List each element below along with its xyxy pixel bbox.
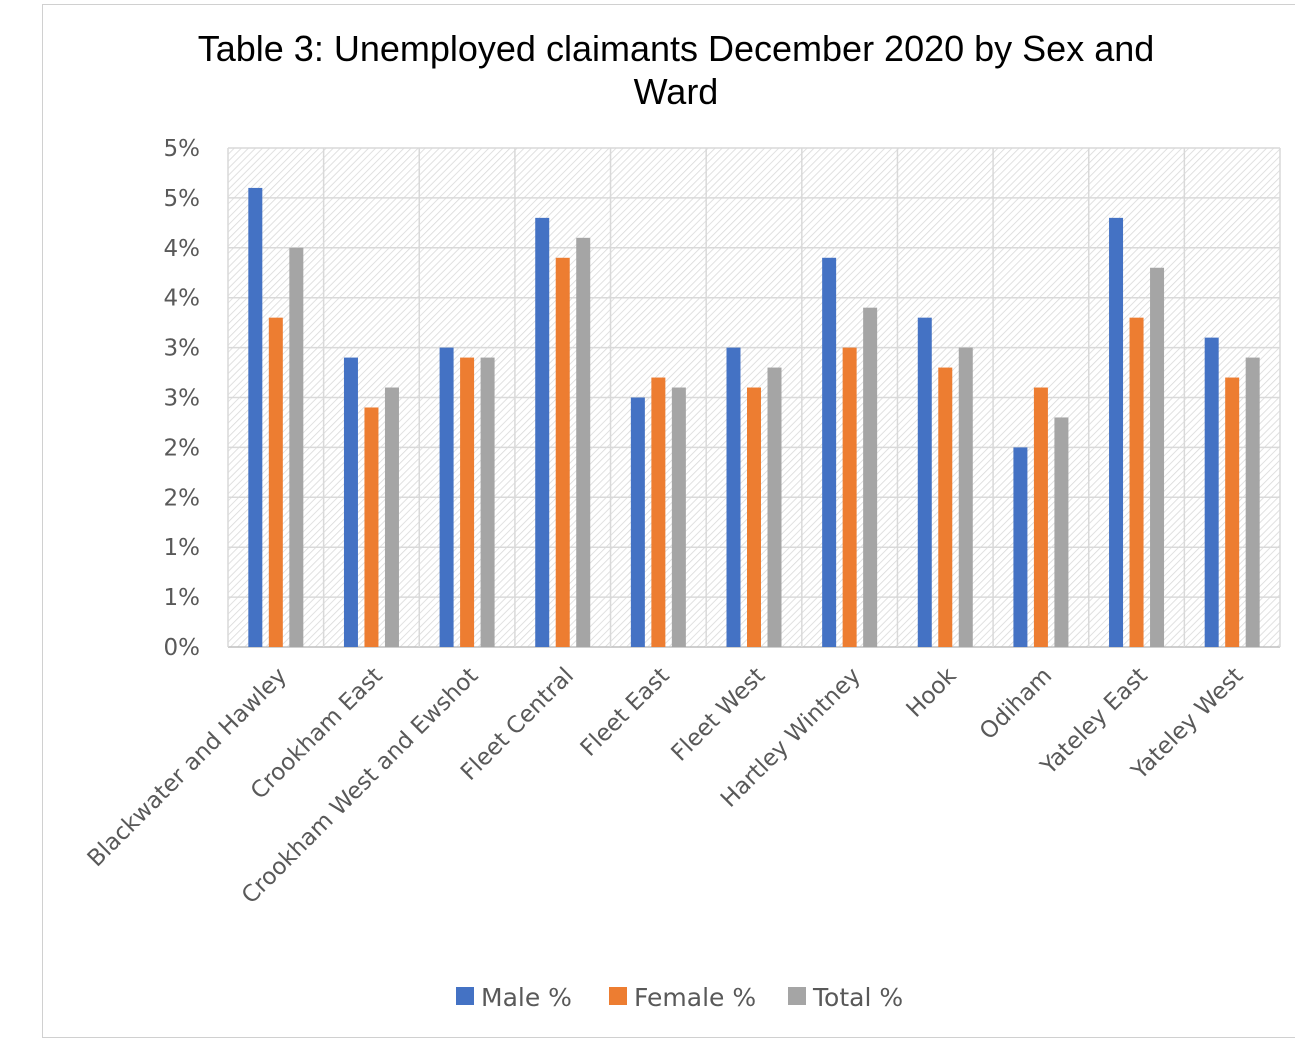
legend-swatch (609, 987, 627, 1005)
bar-female-10 (1225, 377, 1240, 647)
bar-female-7 (938, 367, 953, 647)
y-tick-label: 4% (164, 236, 201, 262)
bar-male-1 (343, 357, 358, 647)
bar-male-2 (439, 347, 454, 647)
bar-female-9 (1129, 317, 1144, 647)
bar-male-7 (917, 317, 932, 647)
bars (248, 187, 1260, 648)
legend-swatch (456, 987, 474, 1005)
bar-male-6 (822, 257, 837, 647)
chart-title-line-2: Ward (634, 71, 719, 112)
y-tick-label: 1% (164, 535, 201, 561)
bar-female-5 (747, 387, 761, 647)
bar-female-8 (1033, 387, 1048, 647)
legend-label: Total % (812, 983, 903, 1012)
y-axis-ticks: 0% 1% 1% 2% 2% 3% 3% 4% 4% 5% 5% (164, 136, 201, 661)
bar-female-2 (460, 357, 475, 647)
y-tick-label: 2% (164, 485, 201, 511)
bar-total-5 (767, 367, 782, 647)
bar-male-0 (248, 187, 263, 648)
x-tick-label: Fleet West (666, 663, 770, 767)
y-tick-label: 0% (164, 635, 201, 661)
y-tick-label: 5% (164, 186, 201, 212)
y-tick-label: 1% (164, 585, 201, 611)
bar-total-7 (958, 347, 973, 647)
x-tick-label: Fleet East (576, 663, 675, 762)
y-tick-label: 5% (164, 136, 201, 162)
y-tick-label: 3% (164, 336, 201, 362)
bar-female-0 (268, 317, 283, 647)
x-tick-label: Blackwater and Hawley (83, 663, 292, 872)
legend-label: Female % (634, 983, 756, 1012)
bar-total-2 (480, 357, 495, 647)
legend: Male % Female % Total % (456, 983, 903, 1012)
legend-label: Male % (481, 983, 572, 1012)
bar-total-8 (1054, 417, 1069, 647)
y-tick-label: 4% (164, 286, 201, 312)
y-tick-label: 3% (164, 386, 201, 412)
bar-male-9 (1109, 217, 1124, 648)
bar-total-0 (289, 247, 304, 648)
bar-total-4 (671, 387, 686, 647)
x-tick-label: Odiham (975, 663, 1057, 745)
bar-male-4 (630, 397, 645, 647)
bar-total-3 (576, 237, 591, 647)
bar-male-10 (1204, 337, 1219, 647)
legend-swatch (788, 987, 806, 1005)
bar-male-5 (726, 347, 741, 647)
bar-female-3 (555, 257, 570, 647)
bar-female-6 (842, 347, 857, 647)
bar-total-9 (1150, 267, 1165, 647)
bar-male-3 (535, 217, 550, 648)
x-tick-label: Hook (902, 662, 962, 722)
bar-male-8 (1013, 447, 1028, 647)
chart-title-line-1: Table 3: Unemployed claimants December 2… (198, 28, 1155, 69)
bar-total-1 (384, 387, 399, 647)
bar-total-6 (863, 307, 878, 647)
bar-female-4 (651, 377, 666, 647)
bar-total-10 (1245, 357, 1260, 647)
y-tick-label: 2% (164, 435, 201, 461)
bar-female-1 (364, 407, 379, 647)
